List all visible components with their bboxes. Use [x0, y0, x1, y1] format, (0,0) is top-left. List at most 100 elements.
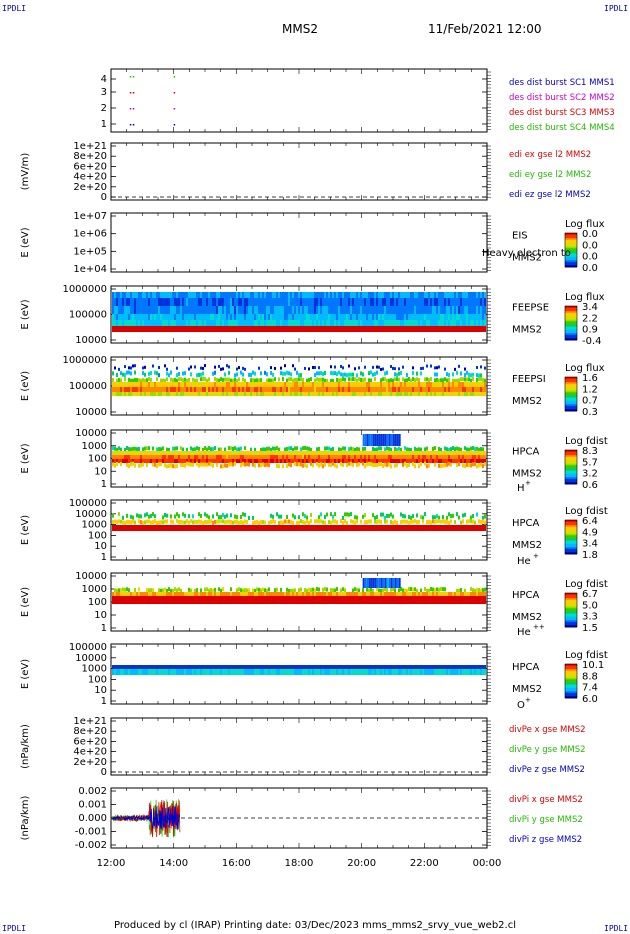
hpca_h-cell	[176, 455, 178, 459]
hpca_h-cell	[204, 446, 206, 451]
feepsi-cell	[286, 370, 288, 375]
feepsi-cell	[346, 387, 348, 392]
hpca_he-cell	[344, 512, 346, 517]
hpca_h-cell	[198, 446, 200, 451]
hpca_h-cell	[394, 459, 396, 463]
hpca_he-cell	[382, 512, 384, 517]
feepse-cell	[384, 320, 386, 326]
feepse-cell	[242, 326, 244, 332]
feepsi-cell	[202, 377, 204, 382]
hpca_he2-cell	[310, 592, 312, 596]
hpca_h-cell	[476, 464, 478, 469]
hpca_h-cell	[216, 451, 218, 455]
feepsi-cell	[142, 392, 144, 396]
hpca_h-cell	[400, 459, 402, 463]
hpca_he2-cell	[236, 596, 238, 604]
hpca_h-cell	[316, 447, 318, 452]
hpca_he2-colorbar-cell	[565, 613, 577, 616]
feepsi-cell	[172, 392, 174, 396]
feepse-cell	[466, 298, 468, 306]
hpca_o-cell	[140, 665, 142, 669]
hpca_he2-cell	[304, 596, 306, 604]
feepsi-cell	[160, 392, 162, 396]
feepsi-cell	[220, 392, 222, 396]
hpca_he-cell	[428, 525, 430, 531]
hpca_o-cell	[318, 665, 320, 669]
hpca_h-cell	[248, 451, 250, 455]
feepsi-cell	[116, 382, 118, 387]
feepsi-cell	[158, 382, 160, 387]
feepsi-cell	[298, 387, 300, 392]
feepsi-cell	[288, 371, 290, 376]
hpca_h-cell	[252, 459, 254, 463]
feepse-colorbar-cell	[565, 309, 577, 312]
hpca_h-cell	[236, 447, 238, 452]
feepsi-cell	[408, 392, 410, 396]
hpca_he-cell	[272, 514, 274, 519]
feepse-cell	[124, 292, 126, 298]
hpca_he-cell	[336, 520, 338, 525]
hpca_he-cell	[220, 519, 222, 524]
hpca_he2-cell	[126, 587, 128, 592]
hpca_h-cell	[440, 455, 442, 459]
feepse-cell	[342, 306, 344, 314]
feepse-cell	[268, 292, 270, 298]
feepse-cell	[288, 320, 290, 326]
burst-frame	[110, 68, 488, 133]
hpca_h-cell	[116, 459, 118, 463]
feepse-cell	[378, 298, 380, 306]
feepse-cell	[272, 292, 274, 298]
hpca_h-cell	[262, 451, 264, 455]
hpca_h-cell	[226, 459, 228, 463]
hpca_he2-cell	[412, 596, 414, 604]
feepsi-cell	[278, 392, 280, 396]
spacecraft-title: MMS2	[282, 22, 318, 36]
feepse-cell	[444, 298, 446, 306]
feepse-cell	[114, 298, 116, 306]
feepse-cell	[300, 298, 302, 306]
feepse-cell	[226, 306, 228, 314]
hpca_h-cell	[426, 446, 428, 451]
hpca_o-cell	[350, 665, 352, 669]
hpca_o-cell	[304, 665, 306, 669]
feepse-cell	[356, 292, 358, 298]
hpca_h-cell	[438, 455, 440, 459]
hpca_he2-cell	[128, 588, 130, 593]
feepsi-cell	[132, 382, 134, 387]
hpca_h-cell	[358, 462, 360, 467]
feepsi-cell	[368, 371, 370, 376]
hpca_h-cell	[378, 446, 380, 451]
hpca_he2-cell	[120, 592, 122, 596]
hpca_he-cell	[164, 519, 166, 524]
feepse-cell	[448, 326, 450, 332]
hpca_he-cell	[392, 514, 394, 519]
hpca_o-cell	[360, 665, 362, 669]
hpca_he2-cell	[150, 592, 152, 596]
hpca_he-cell	[268, 525, 270, 531]
hpca_he2-cell	[392, 578, 395, 588]
hpca_h-cell	[286, 451, 288, 455]
feepsi-cell	[228, 370, 230, 375]
hpca_h-cell	[184, 459, 186, 463]
hpca_he2-cell	[240, 588, 242, 593]
feepsi-cell	[408, 377, 410, 382]
feepsi-cell	[138, 392, 140, 396]
feepse-cell	[214, 298, 216, 306]
feepsi-cell	[178, 387, 180, 392]
feepse-cell	[126, 298, 128, 306]
hpca_he-cell	[374, 525, 376, 531]
hpca_h-cell	[434, 459, 436, 463]
feepsi-cell	[342, 372, 344, 377]
hpca_he-cell	[380, 519, 382, 524]
hpca_he-ytick-label: 100000	[69, 498, 107, 509]
hpca_h-cell	[380, 459, 382, 463]
hpca_he-cell	[186, 519, 188, 524]
hpca_he2-cell	[322, 587, 324, 592]
feepse-cell	[380, 314, 382, 320]
feepsi-cell	[454, 382, 456, 387]
hpca_he2-cell	[374, 596, 376, 604]
hpca_he2-cell	[162, 596, 164, 604]
hpca_h-cell	[456, 463, 458, 468]
hpca_he-cell	[472, 514, 474, 519]
hpca_h-cell	[226, 455, 228, 459]
